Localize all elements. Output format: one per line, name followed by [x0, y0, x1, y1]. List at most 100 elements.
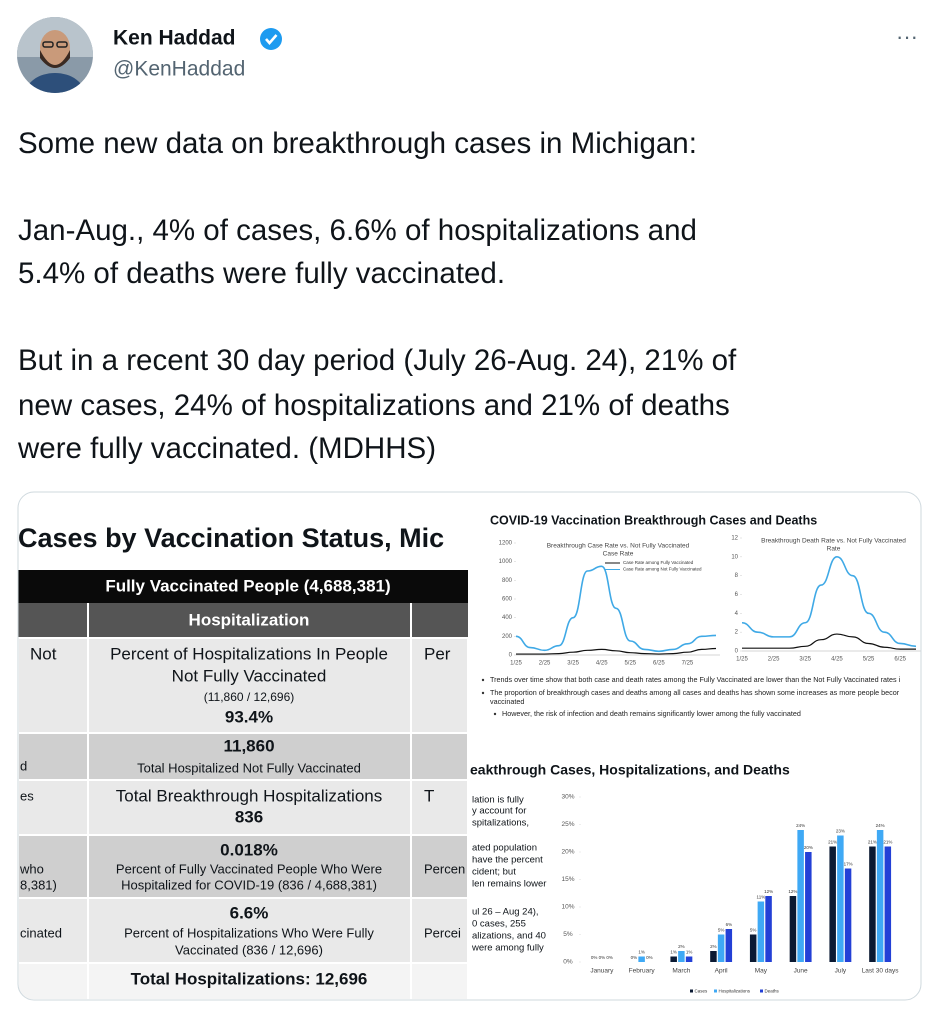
bar-value-label: 20%	[804, 845, 813, 850]
bar-value-label: 1%	[686, 950, 693, 955]
y-tick-label: 200	[502, 634, 513, 640]
table-subheader: Hospitalization	[189, 610, 310, 629]
side-text: were among fully	[471, 943, 544, 954]
x-tick-label: February	[629, 968, 656, 975]
y-tick-label: 800	[502, 578, 513, 584]
bar-value-label: 17%	[844, 862, 853, 867]
y-tick-label: 4	[735, 611, 739, 617]
bar-value-label: 2%	[678, 944, 685, 949]
image-border	[17, 491, 922, 1001]
bullet-dot	[481, 678, 485, 682]
x-tick-label: 2/25	[539, 661, 551, 667]
table-cell-text: Percent of Hospitalizations In People	[110, 644, 388, 663]
bullet-text: vaccinated	[490, 697, 524, 706]
table-cell-text: 93.4%	[225, 707, 273, 726]
x-tick-label: January	[590, 968, 614, 975]
chart-title: Breakthrough Case Rate vs. Not Fully Vac…	[547, 543, 690, 550]
tweet-line: Some new data on breakthrough cases in M…	[18, 127, 697, 160]
y-tick-label: 0	[509, 653, 513, 659]
author-handle[interactable]: @KenHaddad	[113, 58, 245, 81]
more-button[interactable]: ···	[896, 24, 918, 49]
bar	[844, 868, 852, 962]
x-tick-label: 3/25	[567, 661, 579, 667]
x-tick-label: 5/25	[624, 661, 636, 667]
y-tick-label: 2	[735, 630, 739, 636]
bullet-text: The proportion of breakthrough cases and…	[490, 688, 900, 697]
table-footer: Total Hospitalizations: 12,696	[131, 969, 368, 988]
legend-swatch	[714, 989, 717, 993]
bar-value-label: 1%	[670, 950, 677, 955]
table-cell-text: T	[424, 786, 434, 805]
tweet-line: were fully vaccinated. (MDHHS)	[17, 432, 436, 465]
table-subheader-bg	[18, 603, 468, 638]
table-cell-text: Percei	[424, 925, 461, 940]
table-row-bg	[18, 834, 469, 899]
line-series	[741, 556, 917, 648]
bar-value-label: 0%	[599, 955, 606, 960]
avatar[interactable]	[17, 17, 93, 117]
y-tick-label: 1000	[499, 559, 513, 565]
line-series	[515, 565, 717, 653]
bar	[837, 835, 844, 962]
bullet-text: However, the risk of infection and death…	[502, 709, 801, 718]
bar-value-label: 0%	[631, 955, 638, 960]
bar	[805, 852, 812, 962]
side-text: 0 cases, 255	[472, 919, 526, 930]
tweet-line: new cases, 24% of hospitalizations and 2…	[18, 389, 730, 422]
table-cell-text: 11,860	[223, 736, 274, 755]
bullet-dot	[481, 691, 485, 695]
x-tick-label: April	[715, 968, 729, 975]
bar-value-label: 11%	[757, 895, 766, 900]
table-cell-text: Total Hospitalized Not Fully Vaccinated	[137, 760, 361, 775]
bar-value-label: 12%	[764, 889, 773, 894]
bar	[789, 896, 797, 962]
table-cell-text: Per	[424, 644, 451, 663]
bar-value-label: 12%	[788, 889, 797, 894]
bar-value-label: 5%	[718, 928, 725, 933]
legend-swatch	[760, 989, 763, 993]
table-cell-text: Not Fully Vaccinated	[172, 666, 327, 685]
bar-value-label: 24%	[876, 823, 885, 828]
bar-value-label: 0%	[646, 955, 653, 960]
y-tick-label: 15%	[561, 876, 574, 883]
bullet-dot	[493, 712, 497, 716]
x-tick-label: March	[672, 968, 690, 975]
x-tick-label: 6/25	[894, 657, 906, 663]
x-tick-label: Last 30 days	[862, 968, 900, 975]
bar	[725, 929, 733, 962]
chart-title: Case Rate	[603, 551, 634, 558]
table-cell-text: who	[19, 861, 44, 876]
bar	[797, 830, 804, 962]
y-tick-label: 30%	[561, 794, 574, 801]
chart-title: Breakthrough Death Rate vs. Not Fully Va…	[761, 538, 906, 545]
bar	[670, 956, 677, 962]
author-name[interactable]: Ken Haddad	[113, 27, 236, 50]
table-row-bg	[18, 779, 469, 836]
bar	[749, 934, 757, 962]
table-row-bg	[18, 897, 469, 964]
attached-image[interactable]: Cases by Vaccination Status, Mic Fully Va…	[18, 492, 925, 1000]
table-title: Cases by Vaccination Status, Mic	[18, 523, 444, 553]
x-tick-label: 4/25	[831, 657, 843, 663]
y-tick-label: 8	[735, 573, 739, 579]
bar	[685, 956, 693, 962]
y-tick-label: 6	[735, 592, 739, 598]
bar-value-label: 21%	[868, 840, 877, 845]
bar	[678, 951, 685, 962]
bar	[869, 846, 876, 962]
tweet-line: But in a recent 30 day period (July 26-A…	[18, 344, 737, 377]
x-tick-label: 3/25	[799, 657, 811, 663]
y-tick-label: 400	[502, 615, 513, 621]
side-text: ul 26 – Aug 24),	[472, 907, 539, 918]
table-cell-text: d	[20, 758, 27, 773]
x-tick-label: May	[755, 968, 768, 975]
y-tick-label: 0%	[563, 959, 573, 966]
x-tick-label: 5/25	[863, 657, 875, 663]
side-text: cident; but	[472, 867, 516, 878]
table-cell-text: Percen	[424, 861, 465, 876]
y-tick-label: 10%	[561, 904, 574, 911]
side-text: y account for	[472, 806, 526, 817]
bar-value-label: 6%	[726, 922, 733, 927]
table-cell-text: 0.018%	[220, 840, 278, 859]
